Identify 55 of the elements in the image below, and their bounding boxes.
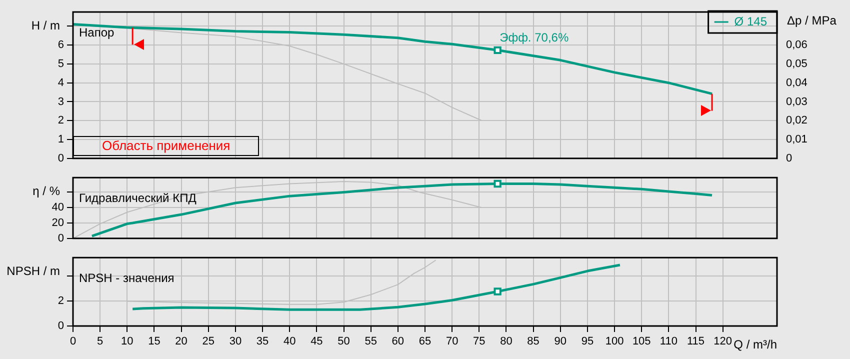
y2-tick-label: 0,05 bbox=[786, 58, 808, 70]
y2-tick-label: 0,02 bbox=[786, 114, 808, 127]
annotation: Эфф. 70,6% bbox=[500, 30, 569, 44]
x-axis-title: Q / m³/h bbox=[734, 337, 777, 352]
y-axis-title: H / m bbox=[31, 18, 60, 32]
x-tick-label: 110 bbox=[660, 336, 678, 348]
x-tick-label: 70 bbox=[446, 336, 458, 348]
text: Гидравлический КПД bbox=[79, 190, 196, 205]
y-tick-label: 5 bbox=[58, 58, 64, 70]
annotation: Область применения bbox=[73, 136, 260, 156]
y2-tick-label: 0 bbox=[786, 152, 792, 164]
x-tick-label: 40 bbox=[283, 336, 296, 348]
x-tick-label: 105 bbox=[632, 336, 651, 348]
x-tick-label: 30 bbox=[229, 336, 242, 348]
y-tick-label: 0 bbox=[58, 232, 64, 244]
y-tick-label: 0 bbox=[58, 152, 64, 164]
y-tick-label: 6 bbox=[58, 39, 64, 52]
text: NPSH - значения bbox=[79, 270, 174, 285]
x-tick-label: 50 bbox=[338, 336, 350, 348]
x-tick-label: 25 bbox=[202, 336, 215, 348]
x-tick-label: 115 bbox=[686, 336, 705, 348]
x-tick-label: 90 bbox=[554, 336, 567, 348]
y-axis-title: NPSH / m bbox=[6, 264, 60, 278]
y2-tick-label: 0,01 bbox=[786, 134, 808, 146]
legend-label: Ø 145 bbox=[734, 14, 768, 28]
y-tick-label: 1 bbox=[58, 134, 64, 146]
y2-tick-label: 0,03 bbox=[786, 96, 808, 108]
y-tick-label: 20 bbox=[52, 217, 64, 230]
x-tick-label: 10 bbox=[121, 336, 134, 348]
y-tick-label: 3 bbox=[58, 96, 64, 108]
x-tick-label: 95 bbox=[581, 336, 594, 348]
y2-tick-label: 0,04 bbox=[786, 76, 808, 89]
x-tick-label: 55 bbox=[364, 336, 377, 348]
y-tick-label: 0 bbox=[58, 320, 64, 332]
x-tick-label: 120 bbox=[714, 336, 732, 348]
text: Напор bbox=[79, 25, 115, 40]
x-tick-label: 0 bbox=[70, 336, 76, 348]
x-tick-label: 60 bbox=[392, 336, 404, 348]
y-axis-title: η / % bbox=[32, 184, 60, 198]
x-tick-label: 75 bbox=[473, 336, 486, 348]
y2-tick-label: 0,06 bbox=[786, 39, 808, 52]
y-tick-label: 4 bbox=[58, 76, 64, 89]
y-tick-label: 2 bbox=[58, 114, 64, 127]
x-tick-label: 85 bbox=[527, 336, 540, 348]
x-tick-label: 5 bbox=[97, 336, 104, 348]
x-tick-label: 80 bbox=[500, 336, 512, 348]
x-tick-label: 100 bbox=[605, 336, 624, 348]
y-tick-label: 40 bbox=[52, 202, 64, 214]
x-tick-label: 15 bbox=[148, 336, 160, 348]
x-tick-label: 35 bbox=[256, 336, 269, 348]
x-tick-label: 65 bbox=[418, 336, 432, 348]
x-tick-label: 45 bbox=[310, 336, 323, 348]
x-tick-label: 20 bbox=[175, 336, 188, 348]
y-tick-label: 2 bbox=[58, 294, 64, 307]
y2-axis-title: Δp / MPa bbox=[787, 13, 837, 28]
